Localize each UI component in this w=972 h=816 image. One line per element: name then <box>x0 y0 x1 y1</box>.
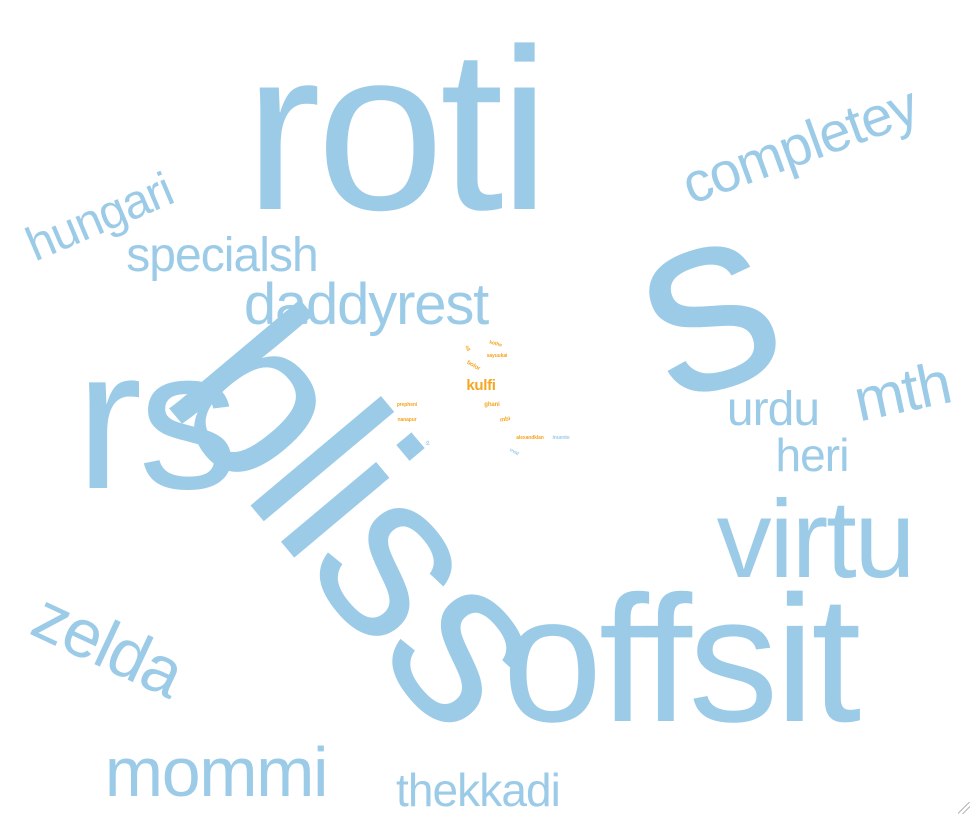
cloud-word-offsit: offsit <box>502 559 861 760</box>
cloud-word-mommi: mommi <box>104 733 329 811</box>
cloud-word-prepheni: prepheni <box>396 401 418 408</box>
cloud-word-nanapur: nanapur <box>397 416 417 423</box>
cloud-word-heri: heri <box>775 429 849 481</box>
cloud-word-inuente: inuente <box>552 434 570 441</box>
cloud-word-jangg: jangg <box>373 401 387 408</box>
cloud-word-ghani: ghani <box>484 402 500 408</box>
cloud-word-kothe: kothe <box>488 338 503 349</box>
cloud-word-virtu: virtu <box>716 478 916 601</box>
cloud-word-sayuukai: sayuukai <box>486 352 508 359</box>
cloud-word-completey: completey <box>673 73 926 217</box>
cloud-word-bolor: bolor <box>465 359 481 373</box>
cloud-word-specialsh: specialsh <box>126 229 318 282</box>
resize-grip-icon[interactable] <box>958 802 970 814</box>
cloud-word-oll: oll <box>463 344 472 352</box>
cloud-word-kulfi: kulfi <box>466 376 496 394</box>
cloud-word-urdu: urdu <box>726 383 820 436</box>
cloud-word-zelda: zelda <box>21 577 195 713</box>
cloud-word-alexandklan: alexandklan <box>516 434 544 441</box>
cloud-word-oval: oval <box>508 446 520 457</box>
cloud-word-thekkadi: thekkadi <box>396 764 561 816</box>
cloud-word-daddyrest: daddyrest <box>243 272 489 337</box>
cloud-word-roti: roti <box>244 1 550 258</box>
cloud-word-mbi: mbi <box>499 416 511 424</box>
cloud-word-rs: rs <box>75 308 239 531</box>
cloud-word-mth: mth <box>847 348 957 435</box>
